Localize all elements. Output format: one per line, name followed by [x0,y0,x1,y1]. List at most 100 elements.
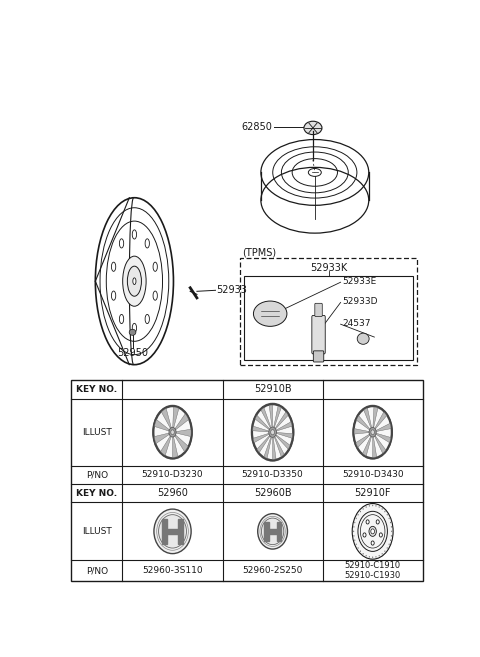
Polygon shape [274,406,281,427]
Ellipse shape [127,266,142,296]
Ellipse shape [145,315,149,324]
Circle shape [391,535,392,537]
FancyBboxPatch shape [315,304,322,317]
Circle shape [369,556,370,558]
Ellipse shape [129,329,136,335]
Text: KEY NO.: KEY NO. [76,385,118,394]
Polygon shape [163,519,167,543]
Ellipse shape [357,333,369,344]
Circle shape [375,556,376,558]
Circle shape [362,553,364,555]
Circle shape [382,508,383,510]
Text: 62850: 62850 [241,122,272,132]
Polygon shape [364,408,372,428]
Polygon shape [177,429,191,437]
Circle shape [379,555,380,556]
Ellipse shape [153,262,157,271]
Circle shape [387,514,388,516]
Circle shape [353,535,355,537]
Circle shape [387,547,388,549]
Ellipse shape [153,291,157,300]
Polygon shape [375,436,386,453]
Circle shape [354,522,355,523]
Circle shape [171,430,174,435]
Ellipse shape [154,509,191,554]
Ellipse shape [132,323,136,332]
Ellipse shape [111,262,116,271]
Text: 52910-D3430: 52910-D3430 [342,470,404,480]
Text: 52910-C1910
52910-C1930: 52910-C1910 52910-C1930 [345,561,401,580]
Circle shape [390,522,391,523]
Circle shape [379,507,380,508]
Text: 52960B: 52960B [254,488,291,498]
Circle shape [153,405,192,459]
Text: KEY NO.: KEY NO. [76,489,118,497]
Polygon shape [155,420,169,431]
Circle shape [384,510,385,512]
Polygon shape [264,438,271,459]
Ellipse shape [120,238,124,248]
Polygon shape [372,438,377,457]
Text: 52960-3S110: 52960-3S110 [142,566,203,575]
Circle shape [391,526,392,528]
Text: (TPMS): (TPMS) [242,247,276,258]
Circle shape [366,507,367,508]
Polygon shape [373,407,378,427]
Polygon shape [356,416,370,430]
Circle shape [384,551,385,552]
Polygon shape [173,407,179,427]
Circle shape [369,427,376,437]
Text: ILLUST: ILLUST [82,428,112,437]
Polygon shape [178,519,182,543]
Polygon shape [166,529,179,534]
Text: 52910B: 52910B [254,384,291,394]
Circle shape [389,518,390,519]
Polygon shape [356,434,370,447]
Circle shape [369,526,376,536]
Polygon shape [354,428,369,434]
Polygon shape [363,437,372,456]
Text: P/NO: P/NO [86,470,108,480]
Polygon shape [154,433,169,443]
Circle shape [371,541,374,545]
Circle shape [358,547,359,549]
Ellipse shape [111,291,116,300]
Circle shape [271,430,275,435]
Polygon shape [269,405,273,426]
Circle shape [376,520,379,524]
Circle shape [372,556,373,558]
Circle shape [375,505,376,507]
FancyBboxPatch shape [313,351,324,362]
Polygon shape [161,409,171,428]
Text: 52960: 52960 [157,488,188,498]
Circle shape [379,533,383,537]
Circle shape [353,526,355,528]
Polygon shape [276,412,288,428]
Circle shape [358,514,359,516]
Polygon shape [264,522,269,541]
Polygon shape [376,434,391,443]
Polygon shape [255,415,269,430]
Text: 52933K: 52933K [310,263,348,273]
Circle shape [371,430,374,435]
Polygon shape [275,437,284,457]
Text: 52960-2S250: 52960-2S250 [242,566,303,575]
Text: 52910-D3350: 52910-D3350 [242,470,303,480]
Circle shape [360,510,361,512]
Circle shape [356,518,357,519]
Polygon shape [261,408,271,428]
Circle shape [363,533,366,537]
Text: ILLUST: ILLUST [82,527,112,536]
Circle shape [366,520,369,524]
Text: 24537: 24537 [342,319,371,328]
Polygon shape [375,412,387,429]
Circle shape [269,427,276,438]
Bar [71,380,423,581]
Ellipse shape [253,301,287,327]
Ellipse shape [133,278,136,284]
Polygon shape [172,438,178,457]
Circle shape [353,405,392,459]
Ellipse shape [145,238,149,248]
Polygon shape [276,422,292,431]
Circle shape [353,531,354,532]
